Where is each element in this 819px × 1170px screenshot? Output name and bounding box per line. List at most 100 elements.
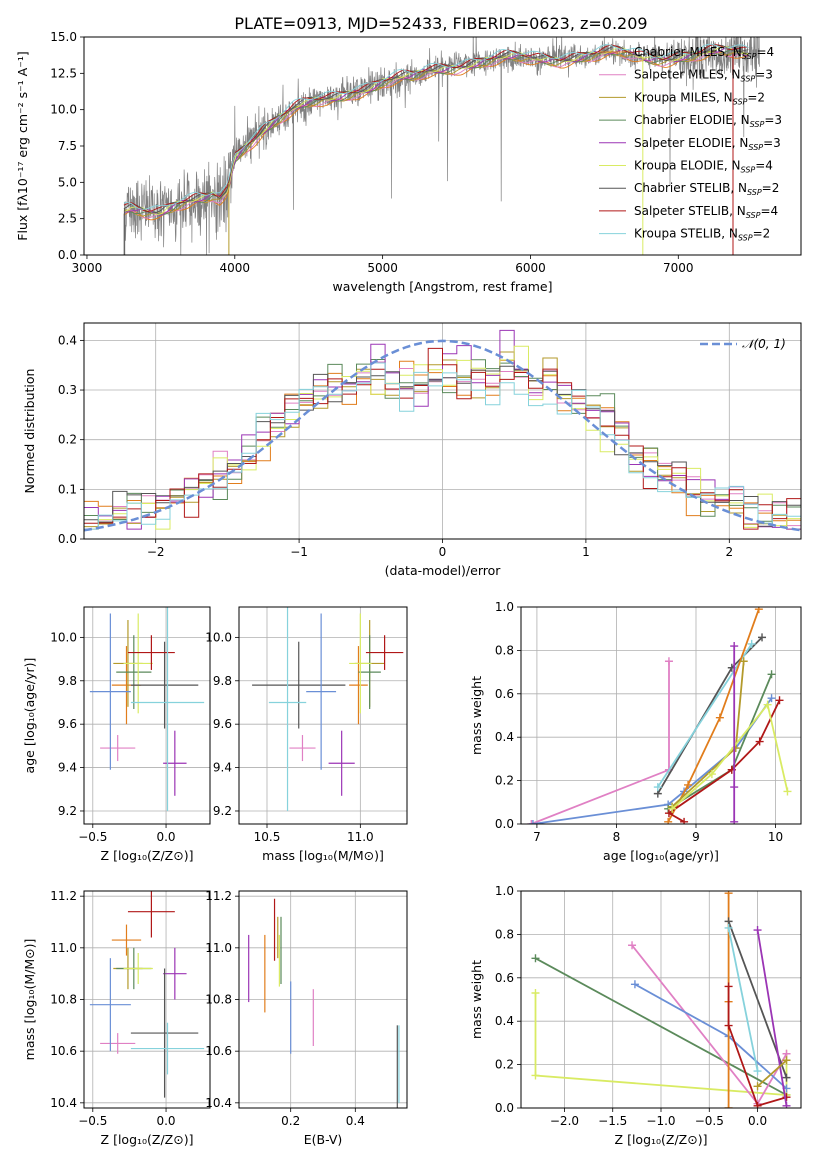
legend-entry: 𝒩(0, 1) [742, 337, 786, 351]
x-tick-label: 0.0 [156, 1114, 175, 1128]
legend-suffix: =3 [763, 136, 781, 150]
errorbar-point-0 [111, 924, 142, 956]
weight-marker [767, 694, 776, 703]
y-tick-label: 15.0 [50, 30, 77, 44]
y-tick-label: 9.8 [213, 674, 232, 688]
x-tick-label: −2.0 [550, 1114, 579, 1128]
weight-series-9 [753, 1056, 791, 1091]
model-spectrum-8 [123, 43, 749, 210]
x-tick-label: 7 [533, 830, 541, 844]
z_age-panel: −0.5 0.0 9.2 9.4 9.6 9.8 10.0 Z [log₁₀(Z/Z⊙)] ag… [22, 606, 211, 863]
legend-entry: Salpeter MILES, NSSP=3 [634, 68, 773, 84]
y-tick-label: 0.0 [495, 1101, 514, 1115]
y-tick-label: 0.8 [495, 643, 514, 657]
weight-marker [782, 1073, 791, 1082]
figure-title: PLATE=0913, MJD=52433, FIBERID=0623, z=0… [234, 14, 647, 33]
weight-series-4 [664, 607, 763, 824]
mass_age-plot-area [239, 607, 407, 824]
y-axis-label: Flux [fλ10⁻¹⁷ erg cm⁻² s⁻¹ A⁻¹] [15, 51, 30, 240]
legend-subscript: SSP [748, 143, 763, 152]
y-tick-label: 2.5 [58, 212, 77, 226]
weight-marker [730, 817, 739, 824]
residuals-panel: −2 −1 0 1 2 0.0 0.1 0.2 0.3 0.4 (data-model)/error… [22, 322, 802, 578]
gaussian-curve [84, 339, 801, 532]
weight-marker [531, 1071, 540, 1080]
errorbar-point-1 [100, 735, 136, 762]
x-tick-label: −0.5 [78, 1114, 107, 1128]
spectrum-plot-area [123, 37, 760, 255]
y-tick-label: 9.8 [58, 674, 77, 688]
legend-subscript: SSP [742, 52, 757, 61]
y-tick-label: 10.8 [205, 993, 232, 1007]
weight-marker [724, 891, 733, 898]
legend-suffix: =4 [760, 204, 778, 218]
legend-entry: Chabrier STELIB, NSSP=2 [634, 181, 779, 197]
y-tick-label: 0.2 [495, 774, 514, 788]
y-tick-label: 10.4 [50, 1096, 77, 1110]
errorbar-point-7 [365, 635, 404, 670]
axes-frame [520, 890, 802, 1109]
weight-marker [775, 696, 784, 705]
axes-frame [83, 606, 211, 825]
legend-label: Salpeter STELIB, N [634, 204, 746, 218]
weight-marker [755, 737, 764, 746]
residual-histogram-8 [84, 362, 801, 530]
x-tick-label: 6000 [515, 261, 546, 275]
x-tick-label: 5000 [367, 261, 398, 275]
ebv_mass-panel: 0.2 0.4 10.4 10.6 10.8 11.0 11.2 E(B-V) [205, 889, 408, 1147]
axes-frame [83, 322, 802, 540]
y-tick-label: 1.0 [495, 600, 514, 614]
weight-marker [763, 700, 772, 709]
x-tick-label: 8 [613, 830, 621, 844]
legend-label: Salpeter ELODIE, N [634, 136, 748, 150]
y-tick-label: 10.0 [50, 103, 77, 117]
legend-label: Chabrier STELIB, N [634, 181, 747, 195]
x-tick-label: −2 [147, 545, 165, 559]
weight-line [727, 986, 787, 1107]
y-tick-label: 9.4 [213, 761, 232, 775]
errorbar-point-8 [268, 607, 307, 811]
errorbar-point-4 [163, 730, 187, 796]
errorbar-point-6 [252, 641, 346, 729]
weight-marker [782, 1056, 791, 1065]
x-tick-label: 9 [692, 830, 700, 844]
x-axis-label: wavelength [Angstrom, rest frame] [332, 279, 552, 294]
age_weight-panel: 7 8 9 10 0.0 0.2 0.4 0.6 0.8 1.0 age [log₁₀(age/yr… [469, 600, 802, 863]
axes-frame [238, 606, 408, 825]
weight-line [667, 608, 760, 823]
weight-marker [730, 642, 739, 651]
weight-marker [680, 817, 689, 824]
legend-subscript: SSP [741, 166, 756, 175]
legend-label: Salpeter MILES, N [634, 68, 741, 82]
weight-marker [724, 982, 733, 991]
legend-label: Kroupa MILES, N [634, 90, 733, 104]
legend-subscript: SSP [750, 120, 765, 129]
y-axis-label: mass weight [469, 676, 484, 755]
errorbar-point-3 [116, 635, 152, 709]
y-tick-label: 0.6 [495, 687, 514, 701]
y-tick-label: 0.4 [495, 1014, 514, 1028]
weight-marker [739, 657, 748, 666]
weight-marker [724, 923, 733, 932]
legend-label: Chabrier ELODIE, N [634, 113, 750, 127]
z_mass-plot-area [84, 891, 210, 1108]
legend-entry: Kroupa MILES, NSSP=2 [634, 90, 765, 106]
weight-marker [531, 988, 540, 997]
legend-subscript: SSP [738, 234, 753, 243]
z_weight-plot-area [521, 891, 801, 1108]
y-tick-label: 7.5 [58, 139, 77, 153]
x-tick-label: −0.5 [695, 1114, 724, 1128]
legend-suffix: =2 [753, 227, 771, 241]
y-tick-label: 0.8 [495, 927, 514, 941]
weight-marker [664, 817, 673, 824]
y-tick-label: 9.6 [213, 717, 232, 731]
y-tick-label: 9.2 [58, 804, 77, 818]
weight-marker [531, 954, 540, 963]
weight-marker [758, 633, 767, 642]
weight-marker [782, 1093, 791, 1102]
weight-marker [783, 787, 792, 796]
x-tick-label: 10 [768, 830, 783, 844]
weight-marker [730, 783, 739, 792]
